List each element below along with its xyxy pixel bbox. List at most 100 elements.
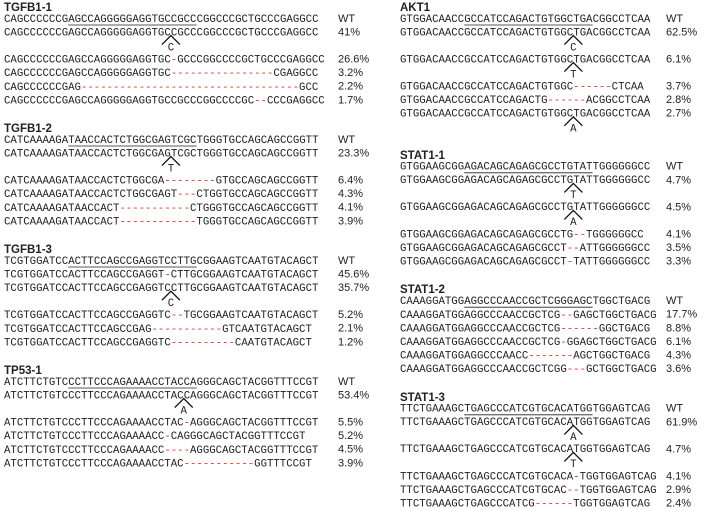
allele-sequence: TGGTGGAGTCAG: [573, 444, 650, 456]
wt-flank: AAGTCAATGTACAGCT: [216, 256, 319, 268]
panel-title: AKT1: [400, 2, 431, 14]
wt-label: WT: [666, 403, 683, 415]
panel-title: TGFB1-1: [4, 2, 53, 14]
wt-flank: CATCAAAAGA: [4, 135, 69, 147]
allele-sequence: GTGGACAACCGCCATCCAGACTG------ACGGCCTCAA: [400, 95, 651, 107]
wt-guide: AGACAGCAGAGCGCCTGTAT: [464, 162, 593, 174]
allele-sequence: TGACGGCCTCAA: [573, 27, 651, 39]
inserted-base: A: [570, 432, 577, 444]
insertion-caret: [563, 424, 583, 435]
allele-sequence: GTGGAAGCGGAGACAGCAGAGCGCCT-TATTGGGGGGCC: [400, 256, 650, 268]
percentage: 17.7%: [666, 309, 697, 321]
allele-sequence: CAAAGGATGGAGGCCCAACCGCTCG-GGAGCTGGCTGACG: [400, 337, 657, 349]
allele-sequence: GTGGAAGCGGAGACAGCAGAGCGCCT--ATTGGGGGGCC: [400, 243, 650, 255]
wt-flank: CCTCAA: [612, 14, 651, 26]
wt-guide: TGAGCCCATCGTGCACATGG: [464, 404, 592, 416]
inserted-base: A: [570, 124, 577, 136]
wt-label: WT: [338, 255, 355, 267]
percentage: 3.6%: [666, 363, 691, 375]
percentage: 1.7%: [338, 94, 363, 106]
wt-flank: GTGGACAACC: [400, 14, 464, 26]
allele-sequence: CTTGCGGAAGTCAATGTACAGCT: [171, 283, 319, 295]
percentage: 62.5%: [666, 27, 697, 39]
allele-sequence: CAAAGGATGGAGGCCCAACCGCTCGG---GCTGGCTGACG: [400, 364, 657, 376]
insertion-caret: [174, 397, 194, 409]
allele-sequence: CATCAAAAGATAACCACTCTGGCGAGT---CTGGTGCCAG…: [4, 189, 319, 201]
percentage: 53.4%: [338, 390, 369, 402]
allele-sequence: TTCTGAAAGCTGAGCCCATCGTGCAC--TGGTGGAGTCAG: [400, 485, 657, 497]
wt-guide: AGGCCCAACCGCTCGGGAGC: [464, 296, 592, 308]
percentage: 4.5%: [666, 201, 691, 213]
allele-sequence: ATCTTCTGTCCCTTCCCAGAAAACC-CAGGGCAGCTACGG…: [4, 431, 306, 443]
wt-pam: CGG: [593, 14, 612, 26]
percentage: 4.1%: [666, 470, 691, 482]
wt-flank: GTGCCAGCAGCCGGTT: [216, 135, 319, 147]
percentage: 4.3%: [338, 188, 363, 200]
inserted-base: T: [570, 459, 577, 471]
wt-label: WT: [666, 13, 683, 25]
percentage: 6.1%: [666, 336, 691, 348]
insertion-caret: [563, 451, 583, 462]
wt-flank: ATCTTCTGTC: [4, 377, 68, 389]
percentage: 26.6%: [338, 54, 369, 66]
allele-sequence: GTGGACAACCGCCATCCAGACTGTGGC------CTCAA: [400, 81, 644, 93]
allele-sequence: GTGGACAACCGCCATCCAGACTGTGGC: [400, 109, 573, 121]
inserted-base: T: [570, 190, 577, 202]
allele-sequence: TCGTGGATCCACTTCCAGCCGAGGT-CTTGCGGAAGTCAA…: [4, 269, 319, 281]
percentage: 8.8%: [666, 322, 691, 334]
percentage: 5.2%: [338, 430, 363, 442]
allele-sequence: TCGTGGATCCACTTCCAGCCGAGGTC--TGCGGAAGTCAA…: [4, 310, 319, 322]
percentage: 4.7%: [666, 443, 691, 455]
percentage: 4.1%: [338, 202, 363, 214]
wt-flank: CCCGCTGCCCGAGGCC: [216, 14, 319, 26]
percentage: 45.6%: [338, 269, 369, 281]
percentage: 3.7%: [666, 81, 691, 93]
allele-sequence: CAGCCCCCCGAGCCAGGGGGAGGTGCCGCCCGGCCCCGC-…: [4, 95, 325, 107]
wt-guide: ACTTCCAGCCGAGGTCCTTG: [68, 256, 196, 268]
wt-flank: TTCTGAAAGC: [400, 404, 464, 416]
insertion-caret: [161, 155, 181, 167]
allele-sequence: GTGGAAGCGGAGACAGCAGAGCGCCTG: [400, 175, 573, 187]
insertion-caret: [563, 182, 583, 193]
percentage: 3.9%: [338, 215, 363, 227]
wt-label: WT: [666, 295, 683, 307]
wt-flank: GGGGCC: [612, 162, 650, 174]
percentage: 35.7%: [338, 282, 369, 294]
percentage: 2.9%: [666, 484, 691, 496]
allele-sequence: CAAAGGATGGAGGCCCAACC-------AGCTGGCTGACG: [400, 350, 650, 362]
panel-title: TP53-1: [4, 365, 42, 377]
allele-sequence: TATTGGGGGGCC: [573, 202, 650, 214]
percentage: 1.2%: [338, 336, 363, 348]
allele-sequence: TCGCTGGGTGCCAGCAGCCGGTT: [171, 148, 319, 160]
wt-pam: TGG: [593, 404, 612, 416]
allele-sequence: CATCAAAAGATAACCACT-----------CTGGGTGCCAG…: [4, 203, 319, 215]
percentage: 3.3%: [666, 256, 691, 268]
panel-title: TGFB1-2: [4, 123, 52, 135]
wt-flank: CAAAGGATGG: [400, 296, 464, 308]
wt-flank: CAGCTACGGTTTCCGT: [216, 377, 319, 389]
wt-label: WT: [338, 134, 355, 146]
wt-guide: CCTTCCCAGAAAACCTACCA: [68, 377, 197, 389]
allele-sequence: TGACGGCCTCAA: [573, 109, 651, 121]
wt-flank: CAGCCCCCCG: [4, 14, 68, 26]
allele-sequence: CAAAGGATGGAGGCCCAACCGCTCG------GGCTGACG: [400, 323, 650, 335]
allele-sequence: GTGGACAACCGCCATCCAGACTGTGGC: [400, 27, 573, 39]
allele-sequence: CATCAAAAGATAACCACTCTGGCGAG: [4, 148, 171, 160]
percentage: 6.4%: [338, 175, 363, 187]
allele-sequence: ATCTTCTGTCCCTTCCCAGAAAACCTAC: [4, 390, 184, 402]
wt-pam: TGG: [593, 162, 612, 174]
allele-sequence: CATCAAAAGATAACCACTCTGGCGA--------GTGCCAG…: [4, 175, 319, 187]
wt-flank: GTGGAAGCGG: [400, 162, 464, 174]
allele-sequence: GTGGAAGCGGAGACAGCAGAGCGCCTG: [400, 202, 573, 214]
allele-sequence: TGACGGCCTCAA: [573, 54, 651, 66]
insertion-caret: [563, 61, 583, 73]
wt-flank: CTGACG: [612, 296, 650, 308]
allele-sequence: TTCTGAAAGCTGAGCCCATCGTGCACA: [400, 444, 574, 456]
allele-sequence: TCGTGGATCCACTTCCAGCCGAGGTC----------CAAT…: [4, 337, 312, 349]
wt-guide: AGCCAGGGGGAGGTGCCGCC: [68, 14, 196, 26]
allele-sequence: TCGTGGATCCACTTCCAGCCGAG-----------GTCAAT…: [4, 324, 312, 336]
insertion-caret: [161, 290, 181, 301]
allele-sequence: ATCTTCTGTCCCTTCCCAGAAAACCTAC-----------G…: [4, 458, 312, 470]
percentage: 6.1%: [666, 54, 691, 66]
allele-sequence: ATCTTCTGTCCCTTCCCAGAAAACCTAC-AGGGCAGCTAC…: [4, 417, 319, 429]
